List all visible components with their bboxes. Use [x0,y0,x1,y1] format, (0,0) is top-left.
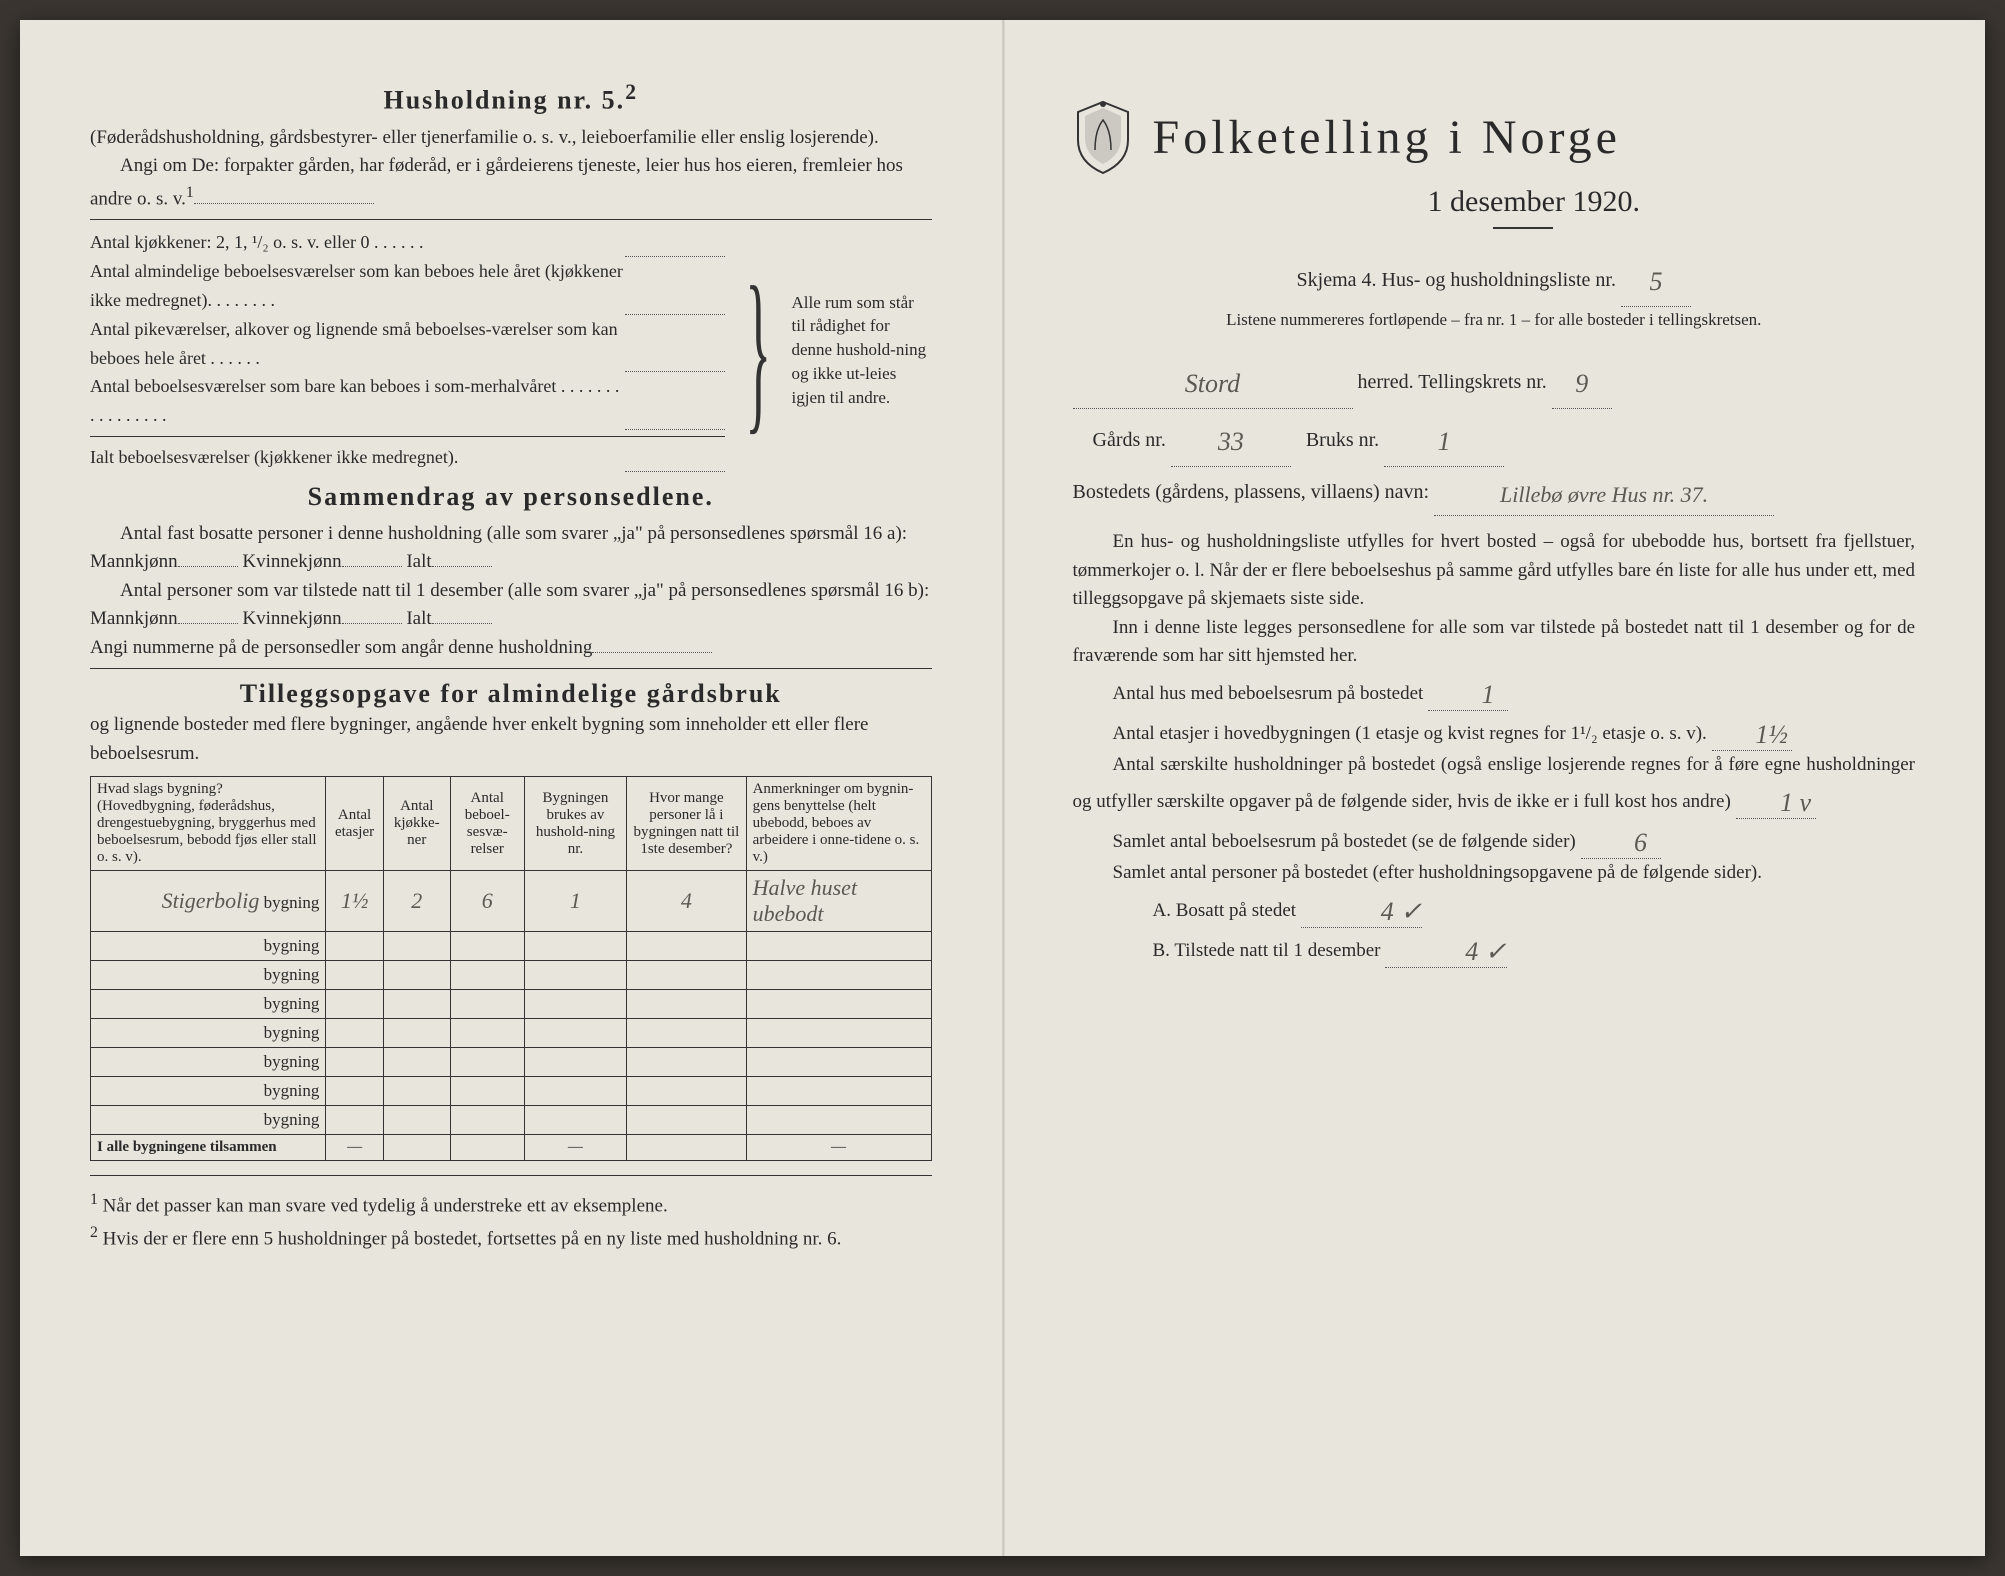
antal-hush-line: Antal særskilte husholdninger på bostede… [1073,751,1916,820]
col-husholdning: Bygningen brukes av hushold-ning nr. [524,777,626,871]
table-row: bygning [91,990,932,1019]
brace-text: Alle rum som står til rådighet for denne… [792,291,932,410]
para2: Inn i denne liste legges personsedlene f… [1073,614,1916,671]
husholdning-title: Husholdning nr. 5.2 [90,80,932,116]
crest-icon [1073,100,1133,175]
document-spread: Husholdning nr. 5.2 (Føderådshusholdning… [20,20,1985,1556]
table-row: Stigerbolig bygning 1½ 2 6 1 4 Halve hus… [91,871,932,932]
sammen-p2: Antal personer som var tilstede natt til… [90,577,932,634]
kitchen-row: Antal almindelige beboelsesværelser som … [90,257,725,315]
husholdning-note: (Føderådshusholdning, gårdsbestyrer- ell… [90,124,932,153]
col-etasjer: Antal etasjer [326,777,383,871]
col-vaerelser: Antal beboel-sesvæ-relser [450,777,524,871]
col-personer: Hvor mange personer lå i bygningen natt … [627,777,746,871]
samlet-pers-line: Samlet antal personer på bostedet (efter… [1073,859,1916,888]
samlet-rum-line: Samlet antal beboelsesrum på bostedet (s… [1073,819,1916,859]
kitchen-row: Antal pikeværelser, alkover og lignende … [90,315,725,373]
herred-line: Stord herred. Tellingskrets nr. 9 [1073,351,1916,409]
b-line: B. Tilstede natt til 1 desember 4 ✓ [1073,928,1916,968]
a-line: A. Bosatt på stedet 4 ✓ [1073,888,1916,928]
table-header-row: Hvad slags bygning? (Hovedbygning, føder… [91,777,932,871]
table-row: bygning [91,961,932,990]
table-sum-row: I alle bygningene tilsammen — — — [91,1135,932,1161]
col-anm: Anmerkninger om bygnin-gens benyttelse (… [746,777,931,871]
title-row: Folketelling i Norge [1073,100,1916,175]
brace-icon: } [745,269,771,431]
col-kjokkener: Antal kjøkke-ner [383,777,450,871]
kitchen-row: Antal beboelsesværelser som bare kan beb… [90,372,725,430]
title-rule [1493,227,1553,229]
main-title: Folketelling i Norge [1153,110,1621,165]
kitchen-block: Antal kjøkkener: 2, 1, ¹/₂ o. s. v. elle… [90,228,932,471]
sammen-p3: Angi nummerne på de personsedler som ang… [90,634,932,663]
table-row: bygning [91,1019,932,1048]
footnotes: 1 Når det passer kan man svare ved tydel… [90,1188,932,1254]
sammendrag-title: Sammendrag av personsedlene. [90,482,932,512]
angi-line: Angi om De: forpakter gården, har føderå… [90,152,932,213]
table-row: bygning [91,1106,932,1135]
bygning-table: Hvad slags bygning? (Hovedbygning, føder… [90,776,932,1161]
right-page: Folketelling i Norge 1 desember 1920. Sk… [1003,20,1986,1556]
table-row: bygning [91,1048,932,1077]
body-text: En hus- og husholdningsliste utfylles fo… [1073,528,1916,968]
subtitle: 1 desember 1920. [1153,185,1916,219]
antal-etasjer-line: Antal etasjer i hovedbygningen (1 etasje… [1073,711,1916,751]
antal-hus-line: Antal hus med beboelsesrum på bostedet 1 [1073,671,1916,711]
table-row: bygning [91,932,932,961]
table-row: bygning [91,1077,932,1106]
left-page: Husholdning nr. 5.2 (Føderådshusholdning… [20,20,1003,1556]
kitchen-row: Ialt beboelsesværelser (kjøkkener ikke m… [90,443,725,472]
bosted-line: Bostedets (gårdens, plassens, villaens) … [1073,467,1916,516]
tillegg-title: Tilleggsopgave for almindelige gårdsbruk [90,679,932,709]
col-bygning: Hvad slags bygning? (Hovedbygning, føder… [91,777,326,871]
tillegg-sub: og lignende bosteder med flere bygninger… [90,711,932,768]
listene-note: Listene nummereres fortløpende – fra nr.… [1073,307,1916,333]
skjema-line: Skjema 4. Hus- og husholdningsliste nr. … [1073,249,1916,307]
para1: En hus- og husholdningsliste utfylles fo… [1073,528,1916,614]
sammen-p1: Antal fast bosatte personer i denne hush… [90,520,932,577]
kitchen-row: Antal kjøkkener: 2, 1, ¹/₂ o. s. v. elle… [90,228,725,257]
divider [90,219,932,220]
gards-line: Gårds nr. 33 Bruks nr. 1 [1073,409,1916,467]
